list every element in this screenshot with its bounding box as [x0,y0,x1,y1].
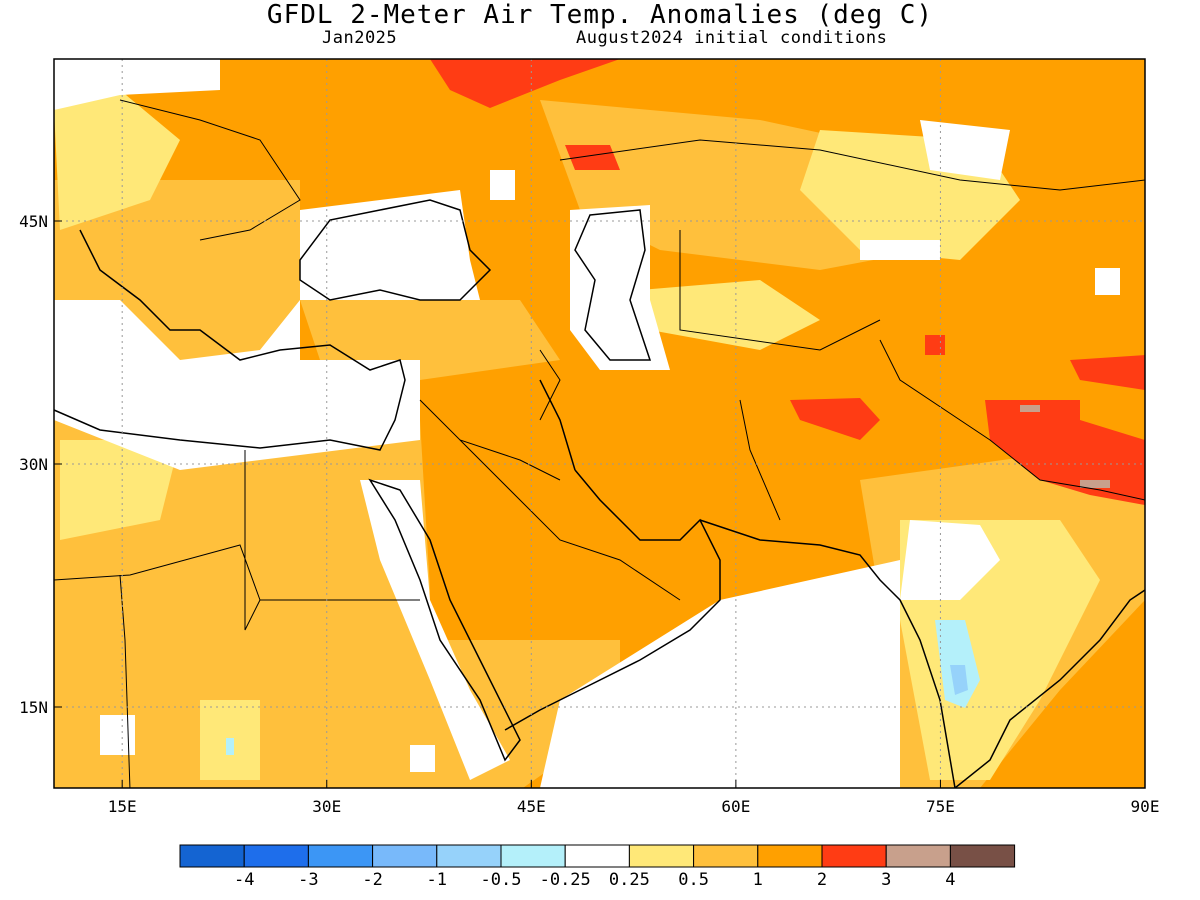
balkhash-white [860,240,940,260]
iraq-saudi-border [419,399,561,481]
lon-axis: 15E 30E 45E 60E 75E 90E [108,780,1160,816]
colorbar-label: 3 [881,870,891,890]
colorbar-swatch [179,844,245,868]
arabian-sea-white [540,560,900,788]
colorbar-swatch [821,844,887,868]
colorbar-swatch [693,844,759,868]
anomaly-3-4-regions [1020,405,1110,488]
colorbar-swatch [885,844,951,868]
colorbar-swatch [372,844,438,868]
iran-afghan-border [739,399,781,521]
lat-tick-label: 45N [19,212,48,231]
forecast-month: Jan2025 [322,28,398,48]
anomaly-field [54,59,1145,788]
central-asia-border [679,230,881,351]
chart-title: GFDL 2-Meter Air Temp. Anomalies (deg C) [266,0,934,30]
colorbar-label: -0.5 [481,870,522,890]
central-india-cool [935,620,980,708]
colorbar-swatch [949,844,1016,868]
anomaly-negative-regions [226,620,980,755]
sahel-border [54,544,420,601]
tarim-white [1095,268,1120,295]
colorbar-label: 4 [945,870,955,890]
siberia-white [920,120,1010,180]
colorbar-label: -2 [362,870,382,890]
borders [54,99,1145,788]
colorbar-label: 0.25 [609,870,650,890]
graticule [54,59,1145,788]
volga-white [490,170,515,200]
east-europe-border [119,99,301,241]
coastlines [54,199,1145,788]
tibet-3-4-a [1020,405,1040,412]
colorbar-swatch [564,844,630,868]
lon-tick-label: 15E [108,797,137,816]
central-india-cool-core [950,665,968,695]
colorbar-label: -3 [298,870,318,890]
colorbar-swatch [307,844,374,868]
black-sea-coast [299,199,492,301]
lon-tick-label: 60E [721,797,750,816]
colorbar-swatch [628,844,695,868]
colorbar-swatch [436,844,502,868]
colorbar-swatch [243,844,309,868]
colorbar: -4 -3 -2 -1 -0.5 -0.25 0.25 0.5 1 2 3 4 [179,844,1016,890]
darfur-cool [226,738,234,755]
west-europe-yellow [54,90,180,230]
colorbar-label: 1 [753,870,763,890]
lat-axis: 45N 30N 15N [19,212,62,717]
lon-tick-label: 30E [312,797,341,816]
tibet-3-4-b [1080,480,1110,488]
colorbar-label: 0.5 [678,870,709,890]
turkmen-yellow [640,280,820,350]
iran-iraq-border [539,349,561,421]
ural-red [565,145,620,170]
colorbar-label: -0.25 [540,870,591,890]
colorbar-label: 2 [817,870,827,890]
lat-tick-label: 30N [19,455,48,474]
red-sea-coast [368,478,521,762]
colorbar-label: -4 [234,870,254,890]
gulf-coast [539,379,576,471]
chad-white [100,715,135,755]
pamir-red [925,335,945,355]
tibet-red [985,400,1145,505]
mediterranean-white [54,300,420,470]
lat-tick-label: 15N [19,698,48,717]
libya-yellow [60,440,180,540]
colorbar-swatch [757,844,823,868]
india-white [900,520,1000,600]
lon-tick-label: 90E [1131,797,1160,816]
map-frame [53,58,1146,789]
colorbar-swatch [500,844,566,868]
niger-chad-border [119,574,131,788]
ethiopia-white [410,745,435,772]
colorbar-label: -1 [427,870,447,890]
lon-tick-label: 45E [517,797,546,816]
north-sea-white [54,59,220,110]
kunlun-red [1070,355,1145,390]
anomaly-2-3-regions [430,59,1145,505]
red-sea-white [360,480,510,780]
mediterranean-coast [54,229,406,451]
india-east-coast [954,589,1145,788]
pakistan-india-west-coast [699,519,956,788]
volga-red [430,59,620,108]
afghanistan-red [790,398,880,440]
initial-conditions: August2024 initial conditions [576,28,888,48]
himalaya-border [879,339,1145,501]
caspian-coast [574,209,652,361]
egypt-libya-border [244,450,261,631]
saudi-oman-border [459,439,681,601]
arabian-coast [504,469,721,731]
lon-tick-label: 75E [926,797,955,816]
russia-kazakh-border [559,139,1145,191]
